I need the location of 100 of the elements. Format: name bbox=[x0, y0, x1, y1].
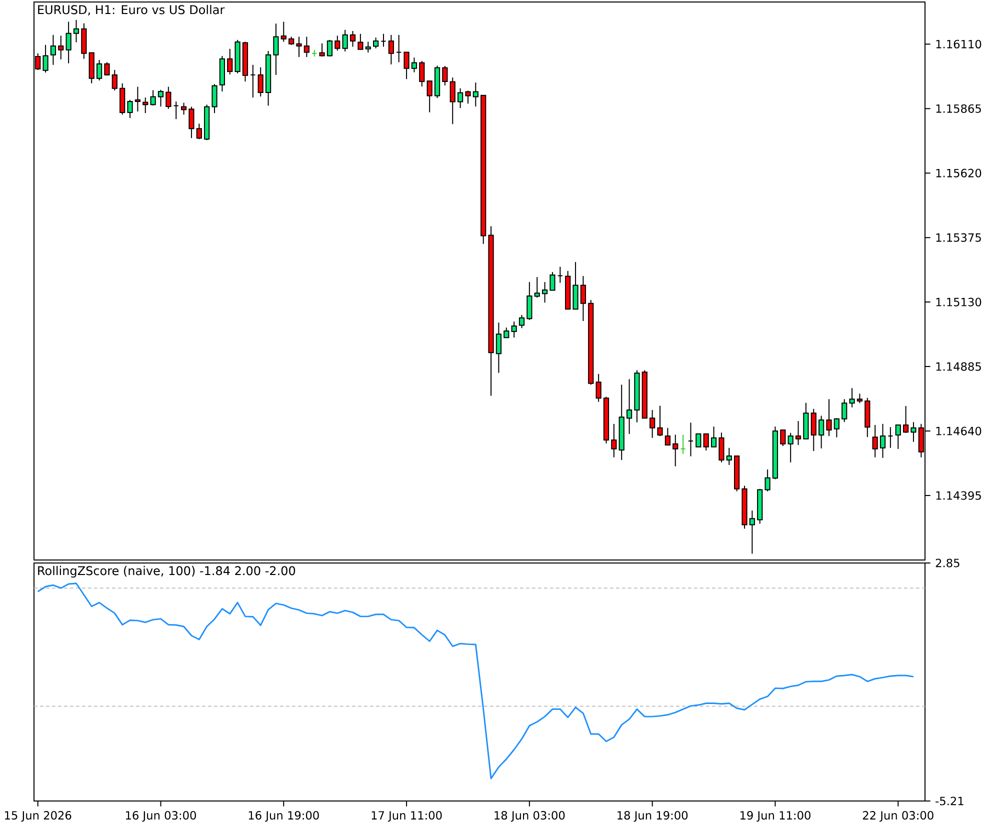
candlestick bbox=[611, 423, 617, 458]
candlestick bbox=[534, 276, 540, 298]
candlestick bbox=[134, 86, 141, 112]
candlestick bbox=[96, 59, 102, 81]
candlestick bbox=[910, 422, 916, 442]
x-tick-label: 22 Jun 03:00 bbox=[862, 811, 934, 822]
candlestick bbox=[180, 102, 187, 116]
candlestick bbox=[834, 418, 840, 438]
candlestick bbox=[142, 97, 148, 114]
candlestick bbox=[334, 35, 340, 52]
candlestick bbox=[319, 42, 325, 57]
candlestick bbox=[250, 64, 256, 98]
candlestick bbox=[542, 282, 548, 304]
candlestick bbox=[188, 106, 194, 139]
y-tick-label: 1.14640 bbox=[936, 426, 982, 436]
candlestick bbox=[150, 90, 156, 106]
y-tick-label: 1.15620 bbox=[936, 168, 982, 178]
candlestick bbox=[688, 422, 694, 457]
candlestick bbox=[496, 322, 502, 374]
candlestick bbox=[158, 89, 164, 107]
candlestick bbox=[749, 510, 755, 554]
candlestick bbox=[227, 48, 233, 75]
candlestick bbox=[810, 408, 816, 452]
candlestick bbox=[50, 34, 56, 66]
line-series bbox=[37, 582, 914, 780]
candlestick bbox=[411, 57, 418, 73]
candlestick bbox=[457, 88, 464, 109]
candlestick bbox=[358, 33, 364, 50]
candlestick bbox=[127, 99, 133, 119]
candlestick bbox=[580, 276, 586, 322]
y-tick-label: 1.15130 bbox=[936, 298, 982, 306]
candlestick bbox=[396, 34, 402, 63]
candlestick bbox=[849, 388, 855, 408]
candlestick bbox=[902, 406, 909, 434]
candlestick bbox=[596, 373, 602, 402]
candlestick bbox=[273, 23, 279, 76]
candlestick bbox=[856, 393, 863, 404]
candlestick bbox=[718, 432, 724, 463]
candlestick bbox=[672, 434, 678, 467]
candlestick bbox=[342, 29, 348, 52]
candlestick bbox=[826, 398, 832, 437]
x-tick-label: 16 Jun 03:00 bbox=[126, 811, 196, 822]
candlestick bbox=[710, 426, 717, 448]
y-tick-label: 1.15375 bbox=[936, 233, 981, 242]
candlestick bbox=[42, 44, 48, 74]
candlestick bbox=[880, 423, 886, 458]
candlestick bbox=[73, 19, 80, 43]
candlestick bbox=[442, 65, 448, 86]
y-tick-label: 2.85 bbox=[936, 558, 960, 568]
candlestick bbox=[166, 86, 172, 110]
candlestick bbox=[703, 433, 709, 452]
candlestick bbox=[304, 36, 310, 58]
candlestick bbox=[280, 21, 286, 42]
y-tick-label: 1.14395 bbox=[936, 491, 981, 500]
candlestick bbox=[780, 429, 786, 447]
y-tick-label: 1.15865 bbox=[936, 104, 981, 113]
chart-title: RollingZScore (naive, 100) -1.84 2.00 -2.00 bbox=[38, 566, 296, 578]
x-tick-label: 18 Jun 03:00 bbox=[494, 811, 565, 822]
candlestick bbox=[380, 33, 386, 48]
candlestick bbox=[696, 433, 702, 448]
candlestick bbox=[472, 82, 478, 107]
candlestick bbox=[450, 77, 456, 125]
candlestick bbox=[842, 398, 848, 423]
candlestick bbox=[296, 36, 302, 58]
candlestick bbox=[895, 424, 901, 450]
x-tick-label: 17 Jun 11:00 bbox=[372, 811, 442, 822]
candlestick bbox=[258, 66, 264, 97]
candlestick bbox=[365, 41, 371, 54]
candlestick bbox=[726, 447, 732, 466]
candlestick bbox=[680, 434, 686, 454]
candlestick bbox=[764, 468, 770, 492]
candlestick bbox=[326, 39, 333, 57]
candlestick bbox=[518, 314, 525, 329]
candlestick bbox=[104, 62, 110, 76]
candlestick bbox=[795, 420, 802, 446]
candlestick bbox=[504, 327, 510, 338]
y-tick-label: -5.21 bbox=[936, 796, 964, 806]
candlestick bbox=[657, 405, 663, 437]
candlestick bbox=[388, 34, 394, 65]
candlestick bbox=[572, 262, 578, 310]
candlestick bbox=[419, 60, 425, 87]
candlestick bbox=[426, 80, 432, 113]
x-tick-label: 19 Jun 11:00 bbox=[740, 811, 810, 822]
candlestick bbox=[511, 321, 517, 338]
candlestick bbox=[788, 432, 794, 463]
candlestick bbox=[66, 21, 72, 64]
candlestick bbox=[550, 272, 556, 291]
y-tick-label: 1.16110 bbox=[936, 40, 982, 48]
candlestick bbox=[872, 424, 878, 458]
candlestick bbox=[626, 378, 632, 434]
candlestick bbox=[112, 69, 118, 91]
x-tick-label: 15 Jun 2026 bbox=[5, 811, 72, 822]
candlestick bbox=[58, 35, 64, 60]
chart-title: EURUSD, H1: Euro vs US Dollar bbox=[38, 4, 225, 16]
candlestick bbox=[350, 30, 356, 48]
candlestick bbox=[557, 266, 563, 284]
candlestick bbox=[465, 90, 471, 104]
candlestick bbox=[196, 123, 202, 140]
y-tick-label: 1.14885 bbox=[936, 362, 981, 371]
candlestick bbox=[404, 52, 410, 80]
